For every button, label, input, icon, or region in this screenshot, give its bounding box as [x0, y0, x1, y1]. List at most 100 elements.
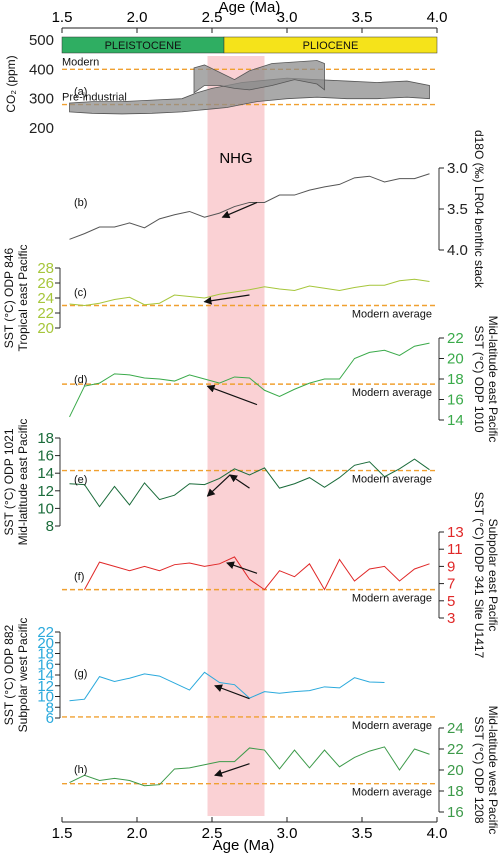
y-tick-label-d-3: 20 [447, 351, 464, 368]
y-tick-label-h-3: 22 [447, 741, 464, 758]
co2-band-1 [193, 60, 325, 94]
trend-arrow-e-1 [206, 474, 231, 497]
reference-label-a-0: Modern [62, 56, 99, 68]
y-tick-label-g-6: 18 [37, 646, 54, 663]
top-x-tick-label-5: 4.0 [427, 9, 448, 26]
epoch-label-pliocene: PLIOCENE [303, 40, 359, 52]
reference-label-d-0: Modern average [352, 387, 432, 399]
y-tick-label-e-1: 10 [37, 500, 54, 517]
reference-label-c-0: Modern average [352, 309, 432, 321]
trend-arrow-f-0 [226, 561, 258, 574]
y-tick-label-f-1: 5 [447, 593, 455, 610]
epoch-label-pleistocene: PLEISTOCENE [105, 40, 182, 52]
y-axis-subtitle-h: Mid-latitude west Pacific [486, 706, 500, 835]
y-tick-label-e-2: 12 [37, 483, 54, 500]
reference-label-f-0: Modern average [352, 593, 432, 605]
y-axis-subtitle-g: Subpolar west Pacific [16, 618, 30, 733]
trend-arrow-d-0 [206, 384, 258, 406]
epoch-bar-pliocene [223, 36, 438, 54]
bottom-x-tick-label-2: 2.5 [202, 825, 223, 842]
panel-label-b: (b) [74, 197, 87, 209]
y-tick-label-g-2: 10 [37, 689, 54, 706]
panel-label-e: (e) [74, 474, 87, 486]
y-tick-label-h-1: 18 [447, 783, 464, 800]
y-axis-subtitle-c: Tropical east Pacific [16, 245, 30, 352]
series-line-h-0 [69, 746, 430, 787]
y-tick-label-g-4: 14 [37, 667, 54, 684]
y-tick-label-c-4: 28 [37, 260, 54, 277]
trend-arrow-h-0 [214, 763, 250, 777]
y-tick-label-e-5: 18 [37, 430, 54, 447]
series-line-b-0 [69, 173, 430, 240]
y-tick-label-b-0: 3.0 [447, 160, 468, 177]
nhg-band [207, 56, 265, 816]
co2-band-0 [69, 77, 430, 115]
reference-label-h-0: Modern average [352, 787, 432, 799]
series-line-e-0 [69, 458, 430, 508]
series-line-c-0 [69, 278, 430, 307]
top-x-axis-title: Age (Ma) [219, 0, 281, 16]
bottom-x-tick-label-1: 2.0 [127, 825, 148, 842]
y-tick-label-g-7: 20 [37, 635, 54, 652]
y-axis-title-h: SST (°C) ODP 1208 [472, 716, 486, 823]
y-tick-label-b-1: 3.5 [447, 201, 468, 218]
panel-label-d: (d) [74, 374, 87, 386]
y-axis-title-d: SST (°C) ODP 1010 [472, 325, 486, 432]
bottom-x-tick-label-0: 1.5 [52, 825, 73, 842]
y-axis-subtitle-f: Subpolar east Pacific [486, 519, 500, 632]
y-tick-label-e-3: 14 [37, 465, 54, 482]
y-tick-label-f-2: 7 [447, 576, 455, 593]
series-line-d-0 [69, 342, 430, 418]
top-x-tick-label-1: 2.0 [127, 9, 148, 26]
y-axis-title-a: CO₂ (ppm) [4, 55, 18, 112]
y-tick-label-c-1: 22 [37, 305, 54, 322]
y-tick-label-b-2: 4.0 [447, 242, 468, 259]
y-tick-label-c-2: 24 [37, 290, 54, 307]
y-tick-label-g-8: 22 [37, 624, 54, 641]
trend-arrow-c-0 [203, 294, 250, 305]
y-tick-label-g-0: 6 [46, 710, 54, 727]
y-axis-title-e: SST (°C) ODP 1021 [2, 428, 16, 535]
top-x-tick-label-4: 3.5 [352, 9, 373, 26]
y-tick-label-d-0: 14 [447, 412, 464, 429]
reference-label-e-0: Modern average [352, 474, 432, 486]
panel-label-h: (h) [74, 764, 87, 776]
y-axis-title-b: d18O (‰) LR04 benthic stack [472, 130, 486, 289]
panel-label-c: (c) [74, 287, 87, 299]
series-line-f-0 [84, 556, 430, 591]
y-tick-label-c-3: 26 [37, 275, 54, 292]
bottom-x-axis-title: Age (Ma) [213, 837, 275, 853]
y-axis-subtitle-d: Mid-latitude east Pacific [486, 316, 500, 443]
panel-label-f: (f) [74, 571, 84, 583]
panel-label-g: (g) [74, 668, 87, 680]
nhg-label: NHG [219, 150, 252, 167]
y-tick-label-e-0: 8 [46, 518, 54, 535]
y-tick-label-h-2: 20 [447, 762, 464, 779]
y-tick-label-a-2: 400 [29, 61, 54, 78]
y-tick-label-h-0: 16 [447, 804, 464, 821]
y-tick-label-g-3: 12 [37, 678, 54, 695]
y-tick-label-f-0: 3 [447, 610, 455, 627]
y-tick-label-f-5: 13 [447, 524, 464, 541]
y-tick-label-g-1: 8 [46, 699, 54, 716]
reference-label-a-1: Pre-industrial [62, 92, 127, 104]
y-tick-label-a-1: 300 [29, 91, 54, 108]
series-line-g-0 [69, 671, 385, 702]
y-axis-title-c: SST (°C) ODP 846 [2, 247, 16, 348]
bottom-x-tick-label-4: 3.5 [352, 825, 373, 842]
bottom-x-tick-label-3: 3.0 [277, 825, 298, 842]
y-tick-label-e-4: 16 [37, 448, 54, 465]
y-tick-label-d-2: 18 [447, 371, 464, 388]
top-x-tick-label-2: 2.5 [202, 9, 223, 26]
y-tick-label-f-3: 9 [447, 558, 455, 575]
trend-arrow-g-0 [214, 684, 250, 700]
y-tick-label-g-5: 16 [37, 656, 54, 673]
y-tick-label-a-3: 500 [29, 32, 54, 49]
panel-label-a: (a) [74, 86, 87, 98]
trend-arrow-e-0 [229, 474, 250, 489]
y-tick-label-d-1: 16 [447, 392, 464, 409]
bottom-x-tick-label-5: 4.0 [427, 825, 448, 842]
top-x-tick-label-0: 1.5 [52, 9, 73, 26]
